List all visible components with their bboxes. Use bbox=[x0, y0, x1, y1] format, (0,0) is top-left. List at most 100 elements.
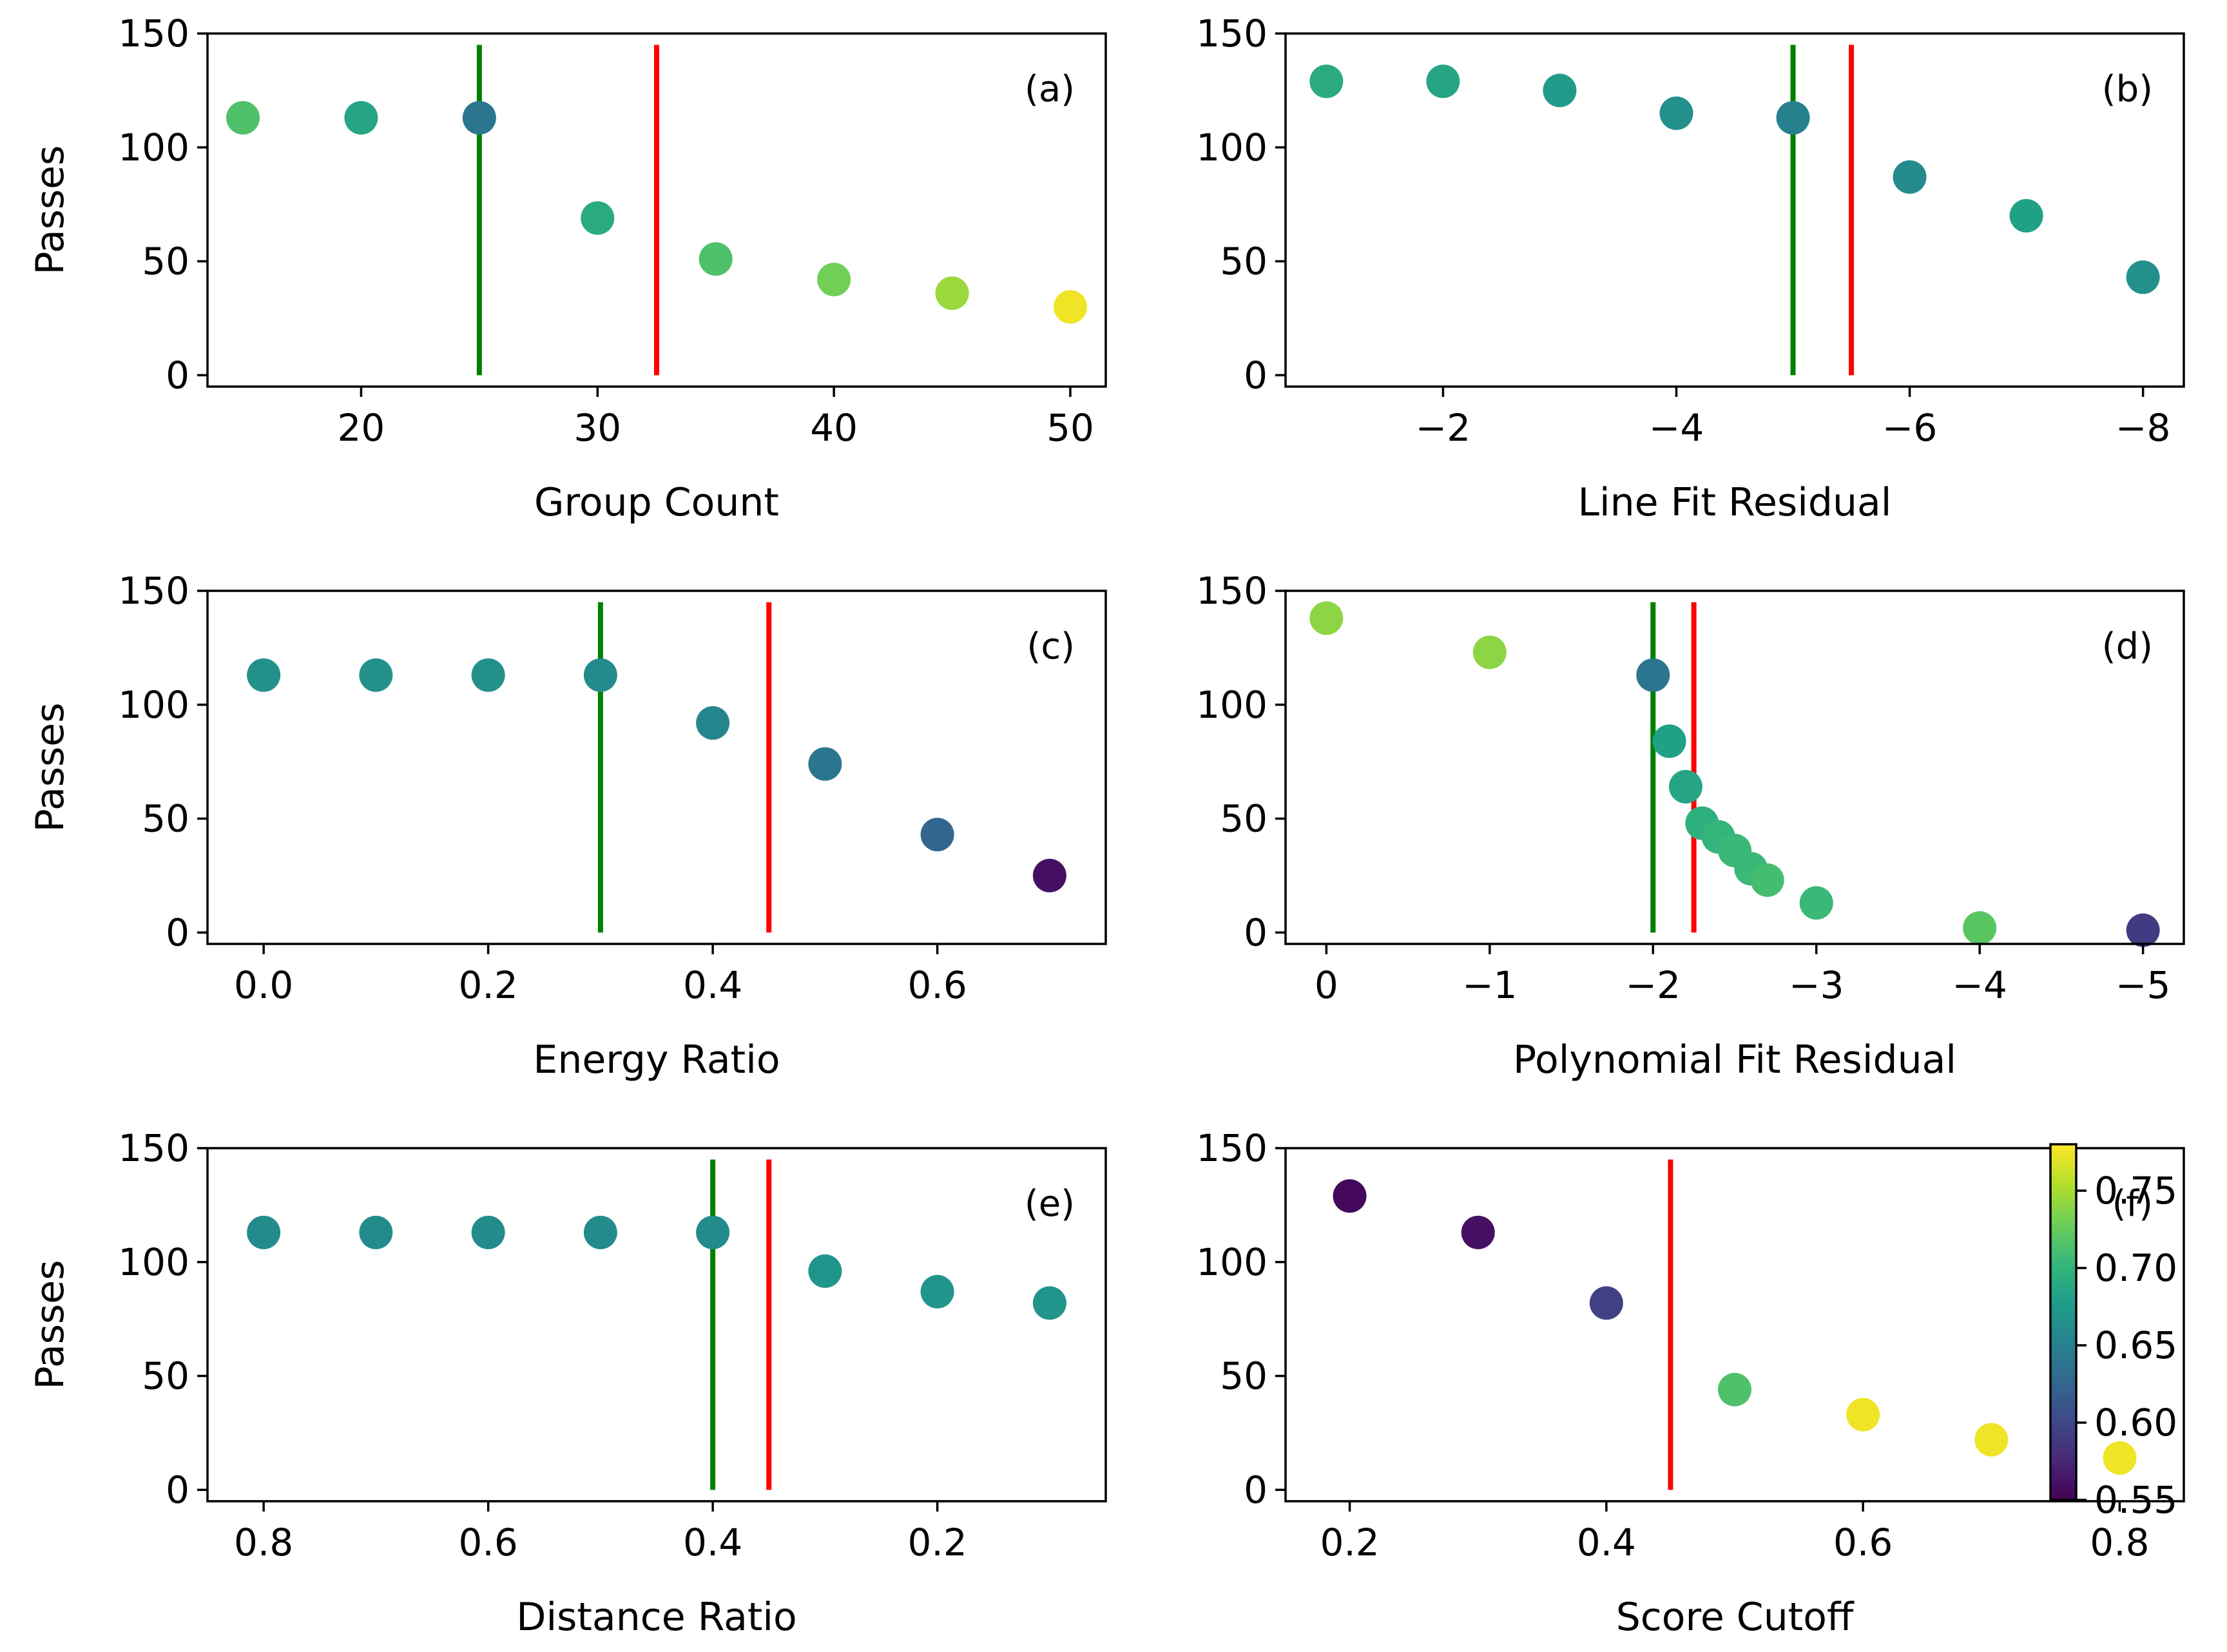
data-point bbox=[581, 201, 615, 235]
y-tick-label: 0 bbox=[1244, 910, 1268, 954]
y-tick-label: 100 bbox=[118, 683, 189, 727]
x-tick-label: 30 bbox=[574, 406, 621, 450]
x-axis-label: Score Cutoff bbox=[1616, 1595, 1855, 1640]
x-axis-label: Line Fit Residual bbox=[1578, 480, 1892, 525]
data-point bbox=[226, 101, 260, 135]
x-axis-label: Distance Ratio bbox=[516, 1595, 796, 1640]
y-tick-label: 0 bbox=[166, 910, 189, 954]
x-tick-label: −2 bbox=[1626, 963, 1681, 1007]
x-tick-label: −4 bbox=[1649, 406, 1704, 450]
data-point bbox=[1472, 635, 1507, 669]
y-tick-label: 100 bbox=[1196, 683, 1268, 727]
y-tick-label: 0 bbox=[1244, 1468, 1268, 1512]
x-tick-label: −4 bbox=[1952, 963, 2007, 1007]
x-axis-label: Energy Ratio bbox=[533, 1037, 780, 1082]
data-point bbox=[935, 276, 969, 311]
y-tick-label: 50 bbox=[1220, 240, 1268, 283]
x-tick-label: 40 bbox=[810, 406, 858, 450]
data-point bbox=[344, 101, 378, 135]
y-tick-label: 100 bbox=[1196, 126, 1268, 169]
y-tick-label: 100 bbox=[118, 1240, 189, 1284]
x-tick-label: −1 bbox=[1462, 963, 1518, 1007]
x-tick-label: −3 bbox=[1789, 963, 1844, 1007]
y-tick-label: 50 bbox=[142, 1354, 189, 1398]
y-axis-label: Passes bbox=[28, 703, 73, 832]
data-point bbox=[696, 1215, 730, 1249]
y-tick-label: 150 bbox=[118, 12, 189, 55]
data-point bbox=[2009, 198, 2043, 233]
colorbar-frame bbox=[2049, 1143, 2078, 1501]
y-tick-label: 0 bbox=[1244, 353, 1268, 397]
x-tick-label: 0 bbox=[1315, 963, 1338, 1007]
x-tick-label: 0.6 bbox=[908, 963, 967, 1007]
panel-tag: (f) bbox=[2112, 1183, 2153, 1225]
data-point bbox=[471, 1215, 505, 1249]
x-tick-label: 20 bbox=[338, 406, 385, 450]
x-tick-label: 0.6 bbox=[1833, 1521, 1893, 1564]
data-point bbox=[920, 818, 954, 852]
y-tick-label: 50 bbox=[142, 240, 189, 283]
panel-f: 0 50 100 150 0.2 0.4 0.6 0.8 Score Cutoff (f) bbox=[1196, 1126, 2185, 1640]
data-point bbox=[583, 658, 617, 692]
panel-tag: (e) bbox=[1025, 1183, 1075, 1225]
data-point bbox=[1974, 1423, 2009, 1457]
data-point bbox=[471, 658, 505, 692]
data-point bbox=[247, 658, 281, 692]
colorbar-tick-label: 0.60 bbox=[2094, 1401, 2177, 1445]
x-tick-label: 0.4 bbox=[683, 1521, 742, 1564]
x-tick-label: 0.4 bbox=[683, 963, 742, 1007]
data-point bbox=[1032, 858, 1066, 892]
y-tick-label: 50 bbox=[142, 797, 189, 841]
y-tick-label: 150 bbox=[1196, 12, 1268, 55]
x-tick-label: −2 bbox=[1416, 406, 1471, 450]
colorbar-gradient bbox=[2050, 1144, 2076, 1500]
panel-tag: (a) bbox=[1025, 68, 1075, 110]
plot-frame bbox=[1284, 590, 2185, 945]
plot-frame bbox=[206, 590, 1107, 945]
x-tick-label: −6 bbox=[1882, 406, 1938, 450]
plot-frame bbox=[1284, 32, 2185, 388]
panel-tag: (d) bbox=[2102, 626, 2153, 668]
x-tick-label: 0.4 bbox=[1577, 1521, 1636, 1564]
y-tick-label: 100 bbox=[1196, 1240, 1268, 1284]
data-point bbox=[1461, 1215, 1495, 1249]
x-axis-label: Polynomial Fit Residual bbox=[1513, 1037, 1956, 1082]
y-tick-label: 0 bbox=[166, 1468, 189, 1512]
x-tick-label: 0.8 bbox=[234, 1521, 293, 1564]
data-point bbox=[808, 1254, 842, 1288]
x-tick-label: 0.6 bbox=[459, 1521, 518, 1564]
x-tick-label: 0.0 bbox=[234, 963, 293, 1007]
data-point bbox=[1776, 101, 1810, 135]
panel-d: 0 50 100 150 0 −1 −2 −3 −4 −5 Polynomial Fit Resid… bbox=[1196, 569, 2185, 1082]
y-axis-label: Passes bbox=[28, 146, 73, 275]
data-point bbox=[1799, 886, 1833, 920]
data-point bbox=[1963, 911, 1997, 945]
plot-frame bbox=[206, 1147, 1107, 1503]
data-point bbox=[1636, 658, 1670, 692]
y-axis-label: Passes bbox=[28, 1260, 73, 1390]
x-tick-label: 0.2 bbox=[459, 963, 518, 1007]
y-tick-label: 150 bbox=[1196, 569, 1268, 613]
y-tick-label: 150 bbox=[1196, 1126, 1268, 1170]
data-point bbox=[920, 1274, 954, 1309]
data-point bbox=[1309, 64, 1344, 99]
data-point bbox=[1309, 601, 1344, 635]
data-point bbox=[1333, 1179, 1367, 1213]
colorbar-tick-label: 0.65 bbox=[2094, 1323, 2177, 1367]
data-point bbox=[1718, 1372, 1751, 1407]
colorbar-tick-label: 0.55 bbox=[2094, 1478, 2177, 1522]
x-tick-label: −8 bbox=[2116, 406, 2171, 450]
y-tick-label: 50 bbox=[1220, 797, 1268, 841]
y-tick-label: 0 bbox=[166, 353, 189, 397]
y-tick-label: 150 bbox=[118, 569, 189, 613]
panel-e: 0 50 100 150 0.8 0.6 0.4 0.2 Distance Ratio Passe… bbox=[28, 1126, 1107, 1640]
x-tick-label: 0.2 bbox=[1320, 1521, 1379, 1564]
panel-c: 0 50 100 150 0.0 0.2 0.4 0.6 Energy Ratio Passes (… bbox=[28, 569, 1107, 1082]
colorbar-tick-label: 0.70 bbox=[2094, 1246, 2177, 1290]
x-tick-label: −5 bbox=[2116, 963, 2171, 1007]
data-point bbox=[817, 262, 851, 296]
data-point bbox=[1846, 1397, 1880, 1432]
x-axis-label: Group Count bbox=[534, 480, 779, 525]
panel-tag: (c) bbox=[1027, 626, 1075, 668]
data-point bbox=[1426, 64, 1460, 99]
